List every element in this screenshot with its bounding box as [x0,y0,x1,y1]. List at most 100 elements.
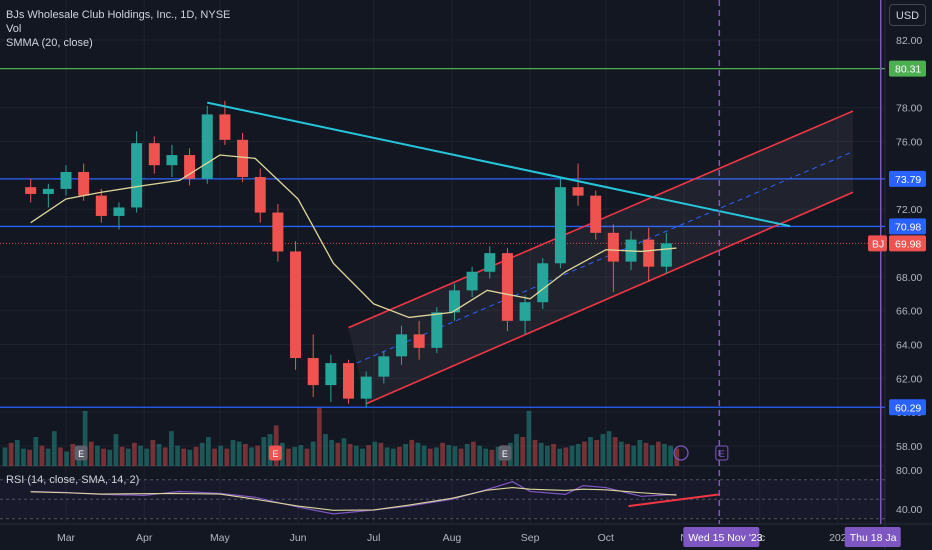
volume-bar [434,447,439,466]
rsi-legend[interactable]: RSI (14, close, SMA, 14, 2) [6,474,140,486]
volume-bar [662,443,667,466]
earnings-marker-label: E [272,449,278,459]
candle-body [290,251,302,359]
volume-bar [446,445,452,466]
candle-body [590,195,602,233]
volume-bar [8,442,14,466]
volume-bar [169,431,174,466]
volume-bar [156,443,162,466]
volume-legend[interactable]: Vol [6,23,22,35]
volume-bar [107,449,113,466]
candle-body [131,143,143,208]
candle-body [148,143,160,166]
volume-bar [606,431,612,466]
last-price-tag [889,235,926,252]
volume-bar [51,431,57,466]
volume-bar [101,448,106,466]
volume-bar [144,448,150,466]
price-tick-label: 68.00 [896,272,922,284]
volume-bar [2,447,8,466]
volume-bar [649,445,655,466]
volume-bar [520,437,526,466]
candle-body [254,177,266,213]
vertical-markers [718,0,882,524]
volume-bar [82,410,88,466]
volume-bar [218,445,224,466]
currency-button[interactable]: USD [889,4,926,26]
flash-icon [673,445,689,461]
volume-bar [483,448,489,466]
time-tick-label: Oct [598,532,614,544]
volume-bar [33,437,39,466]
volume-bar [249,447,254,466]
volume-bar [545,445,550,466]
candle-body [378,356,390,377]
volume-bar [588,437,593,466]
volume-bar [643,442,649,466]
date-marker-label: Thu 18 Ja [850,532,897,544]
price-tick-label: 72.00 [896,204,922,216]
volume-bar [421,445,427,466]
volume-bar [255,445,261,466]
price-level-tag [889,399,926,416]
volume-bar [261,437,267,466]
volume-bar [64,451,69,466]
volume-bar [316,408,322,466]
volume-bar [353,445,359,466]
volume-bar [477,445,482,466]
price-level-tag [889,60,926,77]
earnings-marker-label: E [719,449,725,459]
volume-bar [526,410,532,466]
volume-bar [378,442,384,466]
smma-legend[interactable]: SMMA (20, close) [6,37,93,49]
volume-bar [45,448,51,466]
volume-bar [366,445,372,466]
earnings-marker-label: E [502,449,508,459]
volume-bar [14,439,20,466]
volume-bar [471,441,476,466]
candle-body [343,363,355,399]
time-tick-label: May [210,532,231,544]
candle-body [484,253,496,272]
time-tick-label: Aug [443,532,462,544]
candle-body [501,253,513,321]
volume-bar [304,448,310,466]
candle-body [572,187,584,196]
candle-body [60,171,72,189]
earnings-marker [74,445,88,461]
price-tick-label: 82.00 [896,35,922,47]
volume-bar [212,448,217,466]
volume-bar [347,443,353,466]
volume-bar [181,448,187,466]
rsi-trendline [628,493,720,508]
price-level-lines [0,67,885,408]
time-tick-label: 202 [829,532,847,544]
volume-bar [230,439,236,466]
candle-body [448,290,460,313]
candle-body [643,239,655,267]
candle-body [201,114,213,179]
candle-body [78,171,90,196]
time-axis[interactable]: MarAprMayJunJulAugSepOctNec202Wed 15 Nov… [57,527,901,547]
volume-bar [70,443,76,466]
time-tick-label: Jun [290,532,307,544]
volume-bar [193,446,199,466]
candle-body [184,155,196,179]
volume-bar [360,448,365,466]
volume-bar [292,446,298,466]
volume-bar [224,448,230,466]
channel-lower-line [365,191,854,405]
price-tick-label: 64.00 [896,340,922,352]
volume-bar [138,445,143,466]
volume-bar [125,448,131,466]
price-axis[interactable]: 82.00 78.00 76.00 72.00 68.00 66.00 64.00 62.00… [868,35,926,516]
symbol-title[interactable]: BJs Wholesale Club Holdings, Inc., 1D, N… [6,9,231,21]
volume-bar [397,446,402,466]
candle-body [307,358,319,386]
volume-bar [236,441,242,466]
volume-bar [403,443,408,466]
volume-bar [199,442,205,466]
symbol-tag [868,235,887,252]
